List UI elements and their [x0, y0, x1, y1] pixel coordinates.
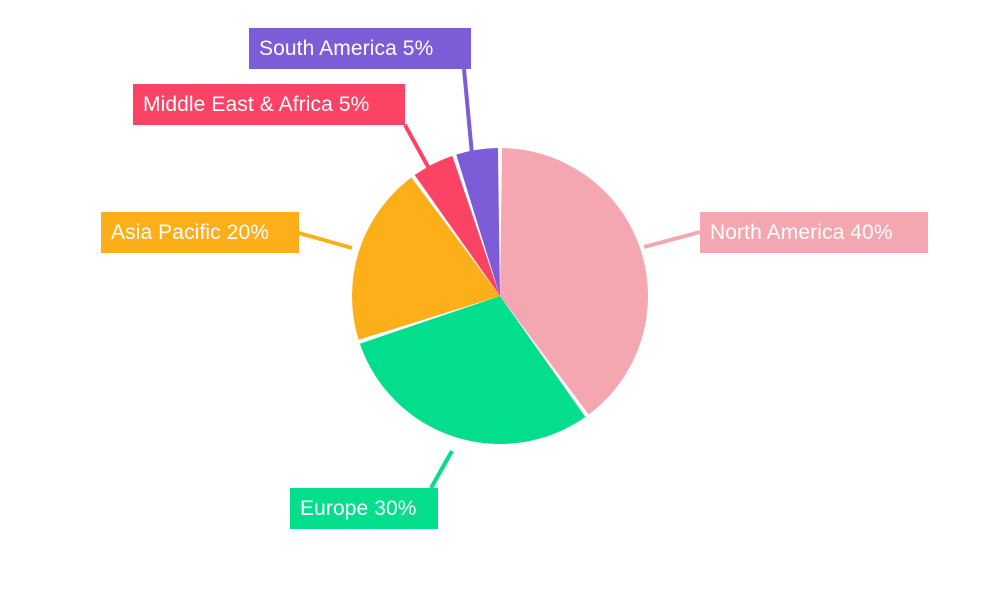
slice-label-south-america[interactable]: South America 5% — [249, 28, 471, 69]
slice-label-text: Europe 30% — [300, 497, 417, 520]
leader-line — [429, 450, 454, 489]
slice-label-middle-east-africa[interactable]: Middle East & Africa 5% — [133, 84, 405, 125]
pie-slice[interactable] — [414, 155, 500, 296]
pie-slice[interactable] — [352, 177, 500, 340]
pie-slice[interactable] — [456, 148, 500, 296]
slice-label-europe[interactable]: Europe 30% — [290, 488, 438, 529]
slice-label-text: North America 40% — [710, 221, 893, 244]
pie-slice[interactable] — [500, 148, 649, 415]
slice-label-text: South America 5% — [259, 37, 434, 60]
slice-label-asia-pacific[interactable]: Asia Pacific 20% — [101, 212, 299, 253]
pie-slices-group — [352, 148, 649, 444]
leader-line — [462, 68, 475, 166]
slice-label-text: Middle East & Africa 5% — [143, 93, 370, 116]
pie-slice[interactable] — [359, 296, 586, 444]
leader-line — [298, 231, 353, 250]
slice-label-text: Asia Pacific 20% — [111, 221, 270, 244]
slice-label-north-america[interactable]: North America 40% — [700, 212, 928, 253]
leader-line — [643, 230, 701, 249]
